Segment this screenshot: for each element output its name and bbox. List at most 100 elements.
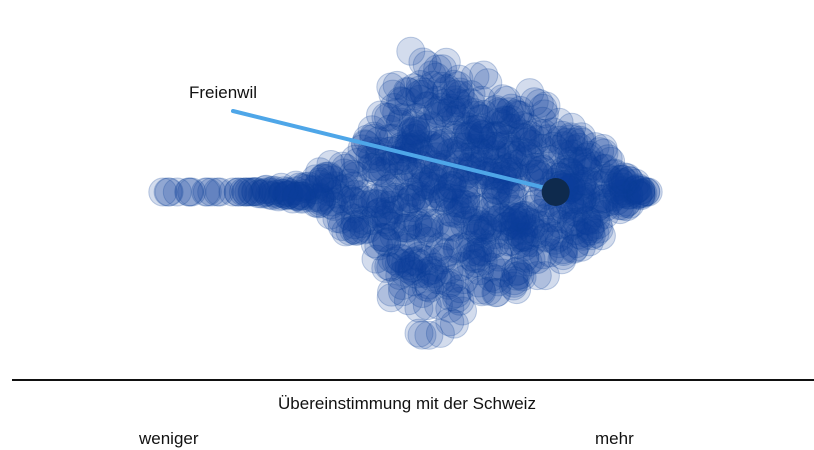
swarm-point <box>423 237 453 267</box>
swarm-point <box>285 182 315 211</box>
swarm-point <box>561 197 591 227</box>
swarm-point <box>509 215 539 245</box>
swarm-point <box>417 111 446 141</box>
swarm-point <box>412 91 442 121</box>
swarm-point <box>567 127 597 157</box>
swarm-point <box>377 211 407 241</box>
swarm-point <box>255 180 284 210</box>
swarm-point <box>486 98 516 128</box>
swarm-point <box>339 194 369 224</box>
swarm-point <box>399 73 429 103</box>
swarm-point <box>412 291 442 321</box>
swarm-point <box>394 251 424 281</box>
swarm-point <box>506 220 536 250</box>
swarm-point <box>575 212 605 242</box>
swarm-point <box>466 104 495 134</box>
swarm-point <box>405 84 435 114</box>
swarm-point <box>499 211 528 241</box>
swarm-point <box>510 200 540 230</box>
swarm-point <box>290 178 319 208</box>
swarm-point <box>414 113 444 143</box>
swarm-point <box>392 76 422 106</box>
swarm-point <box>467 125 497 155</box>
swarm-point <box>447 252 477 281</box>
swarm-point <box>382 98 412 127</box>
swarm-point <box>455 120 484 150</box>
swarm-point <box>580 132 610 162</box>
swarm-point <box>562 207 592 237</box>
swarm-point <box>433 270 463 300</box>
swarm-point <box>441 105 471 134</box>
swarm-point <box>549 237 578 266</box>
swarm-point <box>467 277 497 307</box>
swarm-point <box>522 261 552 291</box>
swarm-point <box>273 177 302 207</box>
swarm-point <box>453 122 483 152</box>
swarm-point <box>515 144 545 174</box>
swarm-point <box>326 204 356 234</box>
swarm-point <box>439 69 469 99</box>
swarm-point <box>347 209 377 239</box>
swarm-point <box>531 203 561 233</box>
swarm-point <box>583 210 613 240</box>
swarm-point <box>556 158 586 188</box>
swarm-point <box>329 158 359 188</box>
swarm-point <box>503 140 533 170</box>
swarm-point <box>566 187 596 216</box>
swarm-point <box>340 187 370 217</box>
swarm-point <box>267 181 296 211</box>
swarm-point <box>418 164 448 194</box>
swarm-point <box>491 106 521 136</box>
swarm-point <box>405 223 435 253</box>
swarm-point <box>308 163 338 193</box>
swarm-point <box>307 185 337 215</box>
swarm-point <box>480 121 510 151</box>
swarm-point <box>410 167 440 197</box>
swarm-point <box>600 172 630 202</box>
swarm-point <box>556 211 586 241</box>
swarm-point <box>451 132 481 162</box>
swarm-point <box>512 141 542 171</box>
swarm-point <box>374 174 403 204</box>
swarm-point <box>367 156 397 186</box>
swarm-point <box>470 138 500 168</box>
swarm-point <box>588 134 618 163</box>
swarm-point <box>505 260 535 290</box>
swarm-point <box>316 200 345 230</box>
swarm-point <box>469 99 499 129</box>
swarm-point <box>394 156 424 186</box>
highlighted-point[interactable] <box>541 178 570 206</box>
swarm-point <box>308 164 338 194</box>
swarm-point <box>511 127 541 157</box>
swarm-point <box>574 157 604 187</box>
swarm-point <box>492 85 522 115</box>
swarm-point <box>484 107 514 137</box>
swarm-point <box>382 70 412 100</box>
swarm-point <box>608 169 638 199</box>
swarm-point <box>581 205 611 234</box>
swarm-point <box>393 286 423 316</box>
swarm-point <box>348 185 378 215</box>
swarm-point <box>631 177 661 207</box>
swarm-point <box>445 286 475 316</box>
swarm-point <box>452 112 482 142</box>
swarm-point <box>331 217 361 247</box>
swarm-point <box>573 154 602 184</box>
swarm-point <box>544 107 574 137</box>
swarm-point <box>428 54 457 84</box>
swarm-point <box>371 102 401 132</box>
swarm-point <box>457 223 487 253</box>
swarm-point <box>480 220 510 250</box>
swarm-point <box>567 185 597 215</box>
swarm-point <box>472 192 502 222</box>
swarm-point <box>369 158 399 188</box>
swarm-point <box>486 203 516 233</box>
swarm-point <box>477 210 507 240</box>
swarm-point <box>547 245 577 275</box>
swarm-point <box>507 119 537 149</box>
swarm-point <box>251 174 281 204</box>
swarm-point <box>474 233 503 263</box>
swarm-point <box>386 107 416 137</box>
swarm-point <box>420 252 450 282</box>
swarm-point <box>414 218 444 248</box>
